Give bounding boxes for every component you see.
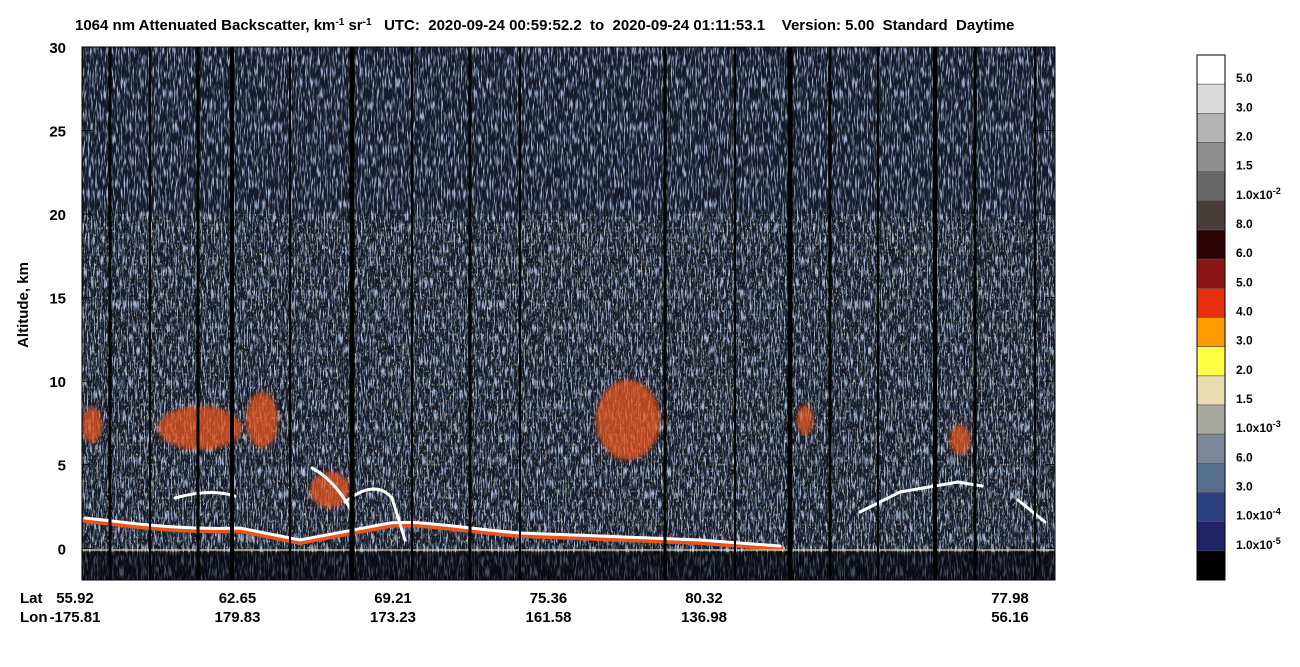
lon-label: 56.16: [991, 609, 1029, 626]
colorbar-label-exponent: -2: [1273, 186, 1281, 196]
y-tick-label: 20: [49, 207, 66, 224]
title-text: 1064 nm Attenuated Backscatter, km: [75, 17, 335, 34]
colorbar-label: 2.0: [1236, 130, 1253, 144]
plot-frame: [81, 46, 1056, 581]
surface-returns: [82, 466, 1055, 551]
colorbar-swatch: [1196, 492, 1226, 522]
colorbar-swatch: [1196, 54, 1226, 85]
y-axis-label: Altitude, km: [15, 262, 32, 348]
y-tick-label: 10: [49, 374, 66, 391]
colorbar-label-text: 1.0x10: [1236, 538, 1273, 552]
title-text: sr: [344, 17, 363, 34]
colorbar-label-text: 1.0x10: [1236, 509, 1273, 523]
colorbar-label: 3.0: [1236, 100, 1253, 114]
colorbar-swatch: [1196, 288, 1226, 318]
colorbar-label: 1.5: [1236, 159, 1253, 173]
lat-label: 55.92: [56, 590, 94, 607]
colorbar-label: 1.0x10-4: [1236, 507, 1281, 523]
colorbar-swatch: [1196, 258, 1226, 289]
colorbar-label: 5.0: [1236, 71, 1253, 85]
lat-label: 62.65: [219, 590, 257, 607]
colorbar-label-text: 1.0x10: [1236, 188, 1273, 202]
colorbar-swatch: [1196, 83, 1226, 114]
lon-label: 161.58: [526, 609, 572, 626]
title-text: UTC: 2020-09-24 00:59:52.2 to 2020-09-24…: [372, 17, 1015, 34]
colorbar-swatch: [1196, 404, 1226, 435]
title-superscript: -1: [335, 17, 344, 28]
colorbar-label-text: 1.0x10: [1236, 421, 1273, 435]
lat-label: 77.98: [991, 590, 1029, 607]
colorbar-label: 2.0: [1236, 363, 1253, 377]
backscatter-image: [82, 47, 1055, 580]
y-tick-label: 0: [58, 541, 66, 558]
colorbar-swatch: [1196, 171, 1226, 202]
colorbar-swatch: [1196, 113, 1226, 143]
lat-label: 80.32: [685, 590, 723, 607]
colorbar-label: 3.0: [1236, 480, 1253, 494]
colorbar-label: 5.0: [1236, 275, 1253, 289]
colorbar-swatch: [1196, 375, 1226, 406]
colorbar-label: 8.0: [1236, 217, 1253, 231]
aerosol-layer: [82, 214, 1055, 550]
colorbar-swatch: [1196, 229, 1226, 260]
colorbar-swatch: [1196, 142, 1226, 172]
y-tick-label: 30: [49, 40, 66, 57]
lat-label: 75.36: [530, 590, 568, 607]
colorbar-label: 4.0: [1236, 305, 1253, 319]
lon-label: 136.98: [681, 609, 727, 626]
colorbar-swatch: [1196, 346, 1226, 377]
colorbar-label-exponent: -3: [1273, 419, 1281, 429]
colorbar-swatch: [1196, 200, 1226, 231]
y-tick-label: 25: [49, 124, 66, 141]
colorbar-swatch: [1196, 317, 1226, 347]
lat-label: 69.21: [374, 590, 412, 607]
colorbar-label: 1.0x10-2: [1236, 186, 1281, 202]
colorbar-label: 1.0x10-3: [1236, 419, 1281, 435]
colorbar-label: 1.0x10-5: [1236, 536, 1281, 552]
colorbar-label: 6.0: [1236, 450, 1253, 464]
y-tick-label: 5: [58, 458, 66, 475]
colorbar-swatch: [1196, 550, 1226, 581]
colorbar-label-exponent: -4: [1273, 507, 1281, 517]
cloud-features: [82, 380, 970, 508]
lon-label: -175.81: [50, 609, 101, 626]
colorbar-swatch: [1196, 463, 1226, 493]
colorbar-swatch: [1196, 433, 1226, 464]
lon-label: 179.83: [215, 609, 261, 626]
colorbar-label: 1.5: [1236, 392, 1253, 406]
chart-title: 1064 nm Attenuated Backscatter, km-1 sr-…: [75, 17, 1014, 35]
lat-row-label: Lat: [20, 590, 43, 607]
title-superscript: -1: [363, 17, 372, 28]
dropout-lines: [108, 47, 1036, 580]
colorbar-label: 3.0: [1236, 334, 1253, 348]
colorbar-label-exponent: -5: [1273, 536, 1281, 546]
y-tick-label: 15: [49, 291, 66, 308]
colorbar-label: 6.0: [1236, 246, 1253, 260]
colorbar-swatch: [1196, 521, 1226, 552]
lon-label: 173.23: [370, 609, 416, 626]
subsurface: [82, 552, 1055, 580]
lon-row-label: Lon: [20, 609, 48, 626]
colorbar-frame: [1196, 54, 1226, 581]
